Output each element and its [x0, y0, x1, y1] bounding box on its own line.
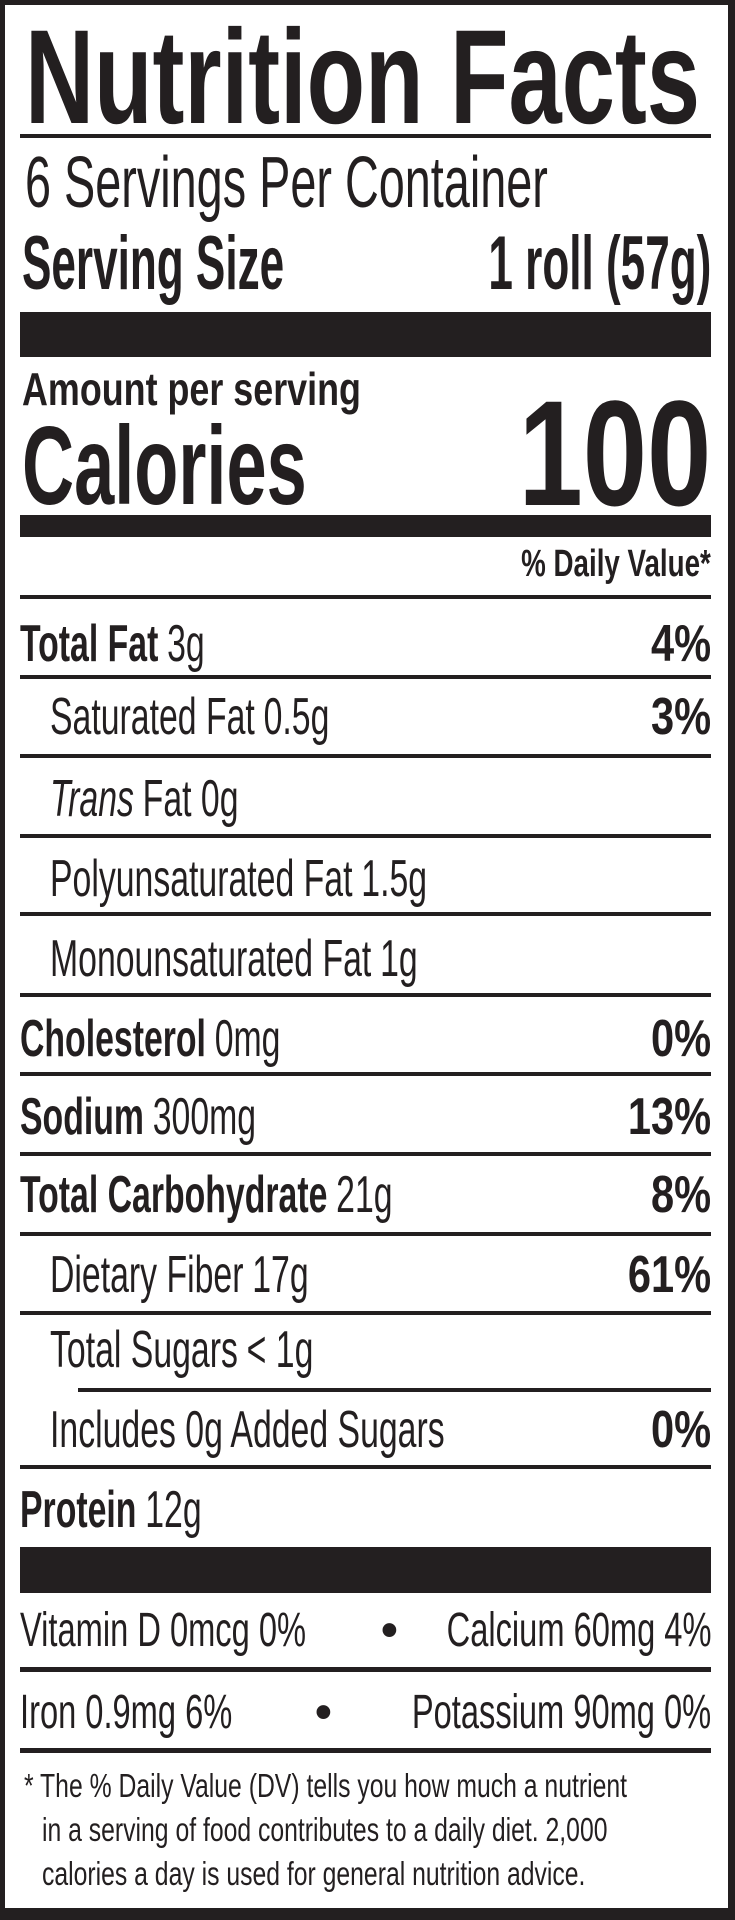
border-bottom — [0, 1908, 735, 1920]
nutrient-row-dietary-fiber: Dietary Fiber 17g — [50, 1246, 309, 1304]
nutrient-table: % Daily Value* — [20, 0, 711, 1920]
row-rule — [20, 1465, 711, 1469]
servings-per-container: 6 Servings Per Container — [25, 143, 548, 223]
thick-separator-bar-bottom — [20, 1547, 711, 1593]
thick-separator-bar-top — [20, 312, 711, 357]
row-rule — [20, 1311, 711, 1315]
dv-dietary-fiber: 61% — [627, 1246, 711, 1304]
row-rule — [20, 993, 711, 997]
row-rule — [20, 1152, 711, 1156]
calcium-value: Calcium 60mg 4% — [446, 1604, 711, 1657]
medium-separator-bar — [20, 515, 711, 537]
dv-total-fat: 4% — [650, 615, 711, 673]
title-rule — [20, 134, 711, 138]
rule-above-total-fat — [20, 595, 711, 599]
border-right — [728, 0, 735, 1920]
border-left — [0, 0, 5, 1920]
nutrient-row-monounsaturated-fat: Monounsaturated Fat 1g — [50, 930, 418, 988]
footnote: * The % Daily Value (DV) tells you how m… — [24, 1764, 711, 1896]
nutrient-row-added-sugars: Includes 0g Added Sugars — [50, 1401, 445, 1459]
label-content: 6 Servings Per Container Serving Size 1 … — [20, 0, 711, 1920]
dv-added-sugars: 0% — [650, 1401, 711, 1459]
footnote-line-3: calories a day is used for general nutri… — [42, 1855, 586, 1892]
micronutrient-rule — [20, 1667, 711, 1672]
micronutrient-rows: Vitamin D 0mcg 0% • Calcium 60mg 4% Iron… — [20, 0, 711, 1920]
bullet-separator: • — [315, 1686, 332, 1739]
nutrient-row-saturated-fat: Saturated Fat 0.5g — [50, 688, 330, 746]
vitamin-d-value: Vitamin D 0mcg 0% — [20, 1604, 307, 1657]
calories-value: 100 — [518, 369, 711, 537]
nutrient-row-protein: Protein 12g — [20, 1481, 202, 1539]
nutrient-row-total-sugars: Total Sugars < 1g — [50, 1321, 314, 1379]
nutrient-row-sodium: Sodium 300mg — [20, 1088, 257, 1146]
row-rule — [20, 1232, 711, 1236]
nutrient-row-total-carbohydrate: Total Carbohydrate 21g — [20, 1166, 393, 1224]
page-title: Nutrition Facts — [25, 8, 700, 138]
footnote-line-2: in a serving of food contributes to a da… — [42, 1811, 608, 1848]
footnote-rule — [20, 1748, 711, 1753]
dv-sodium: 13% — [627, 1088, 711, 1146]
footnote-line-1: * The % Daily Value (DV) tells you how m… — [24, 1767, 627, 1804]
row-rule-indented — [78, 1388, 711, 1392]
row-rule — [20, 754, 711, 758]
dv-cholesterol: 0% — [650, 1010, 711, 1068]
row-rule — [20, 912, 711, 916]
calories-section: Amount per serving Calories 100 — [20, 0, 711, 1920]
nutrient-row-trans-fat: Trans Fat 0g — [50, 770, 239, 828]
dv-saturated-fat: 3% — [650, 688, 711, 746]
row-rule — [20, 675, 711, 679]
border-top — [0, 0, 735, 5]
iron-value: Iron 0.9mg 6% — [20, 1686, 233, 1739]
footnote-section: * The % Daily Value (DV) tells you how m… — [20, 0, 711, 1920]
nutrient-row-total-fat: Total Fat 3g — [20, 615, 205, 673]
calories-label: Calories — [22, 404, 307, 528]
nutrient-row-cholesterol: Cholesterol 0mg — [20, 1010, 281, 1068]
title-graphic: Nutrition Facts — [25, 8, 700, 138]
servings-per-container-row: 6 Servings Per Container — [25, 147, 735, 219]
dv-total-carbohydrate: 8% — [650, 1166, 711, 1224]
nutrient-row-polyunsaturated-fat: Polyunsaturated Fat 1.5g — [50, 850, 428, 908]
potassium-value: Potassium 90mg 0% — [411, 1686, 711, 1739]
row-rule — [20, 1072, 711, 1076]
serving-size-label: Serving Size — [22, 221, 285, 306]
bullet-separator: • — [381, 1604, 398, 1657]
serving-size-value: 1 roll (57g) — [488, 221, 711, 306]
row-rule — [20, 834, 711, 838]
daily-value-header: % Daily Value* — [521, 543, 711, 585]
nutrient-rows: Total Fat 3g 4% Saturated Fat 0.5g 3% Tran… — [20, 0, 711, 1920]
amount-per-serving: Amount per serving — [22, 363, 361, 415]
